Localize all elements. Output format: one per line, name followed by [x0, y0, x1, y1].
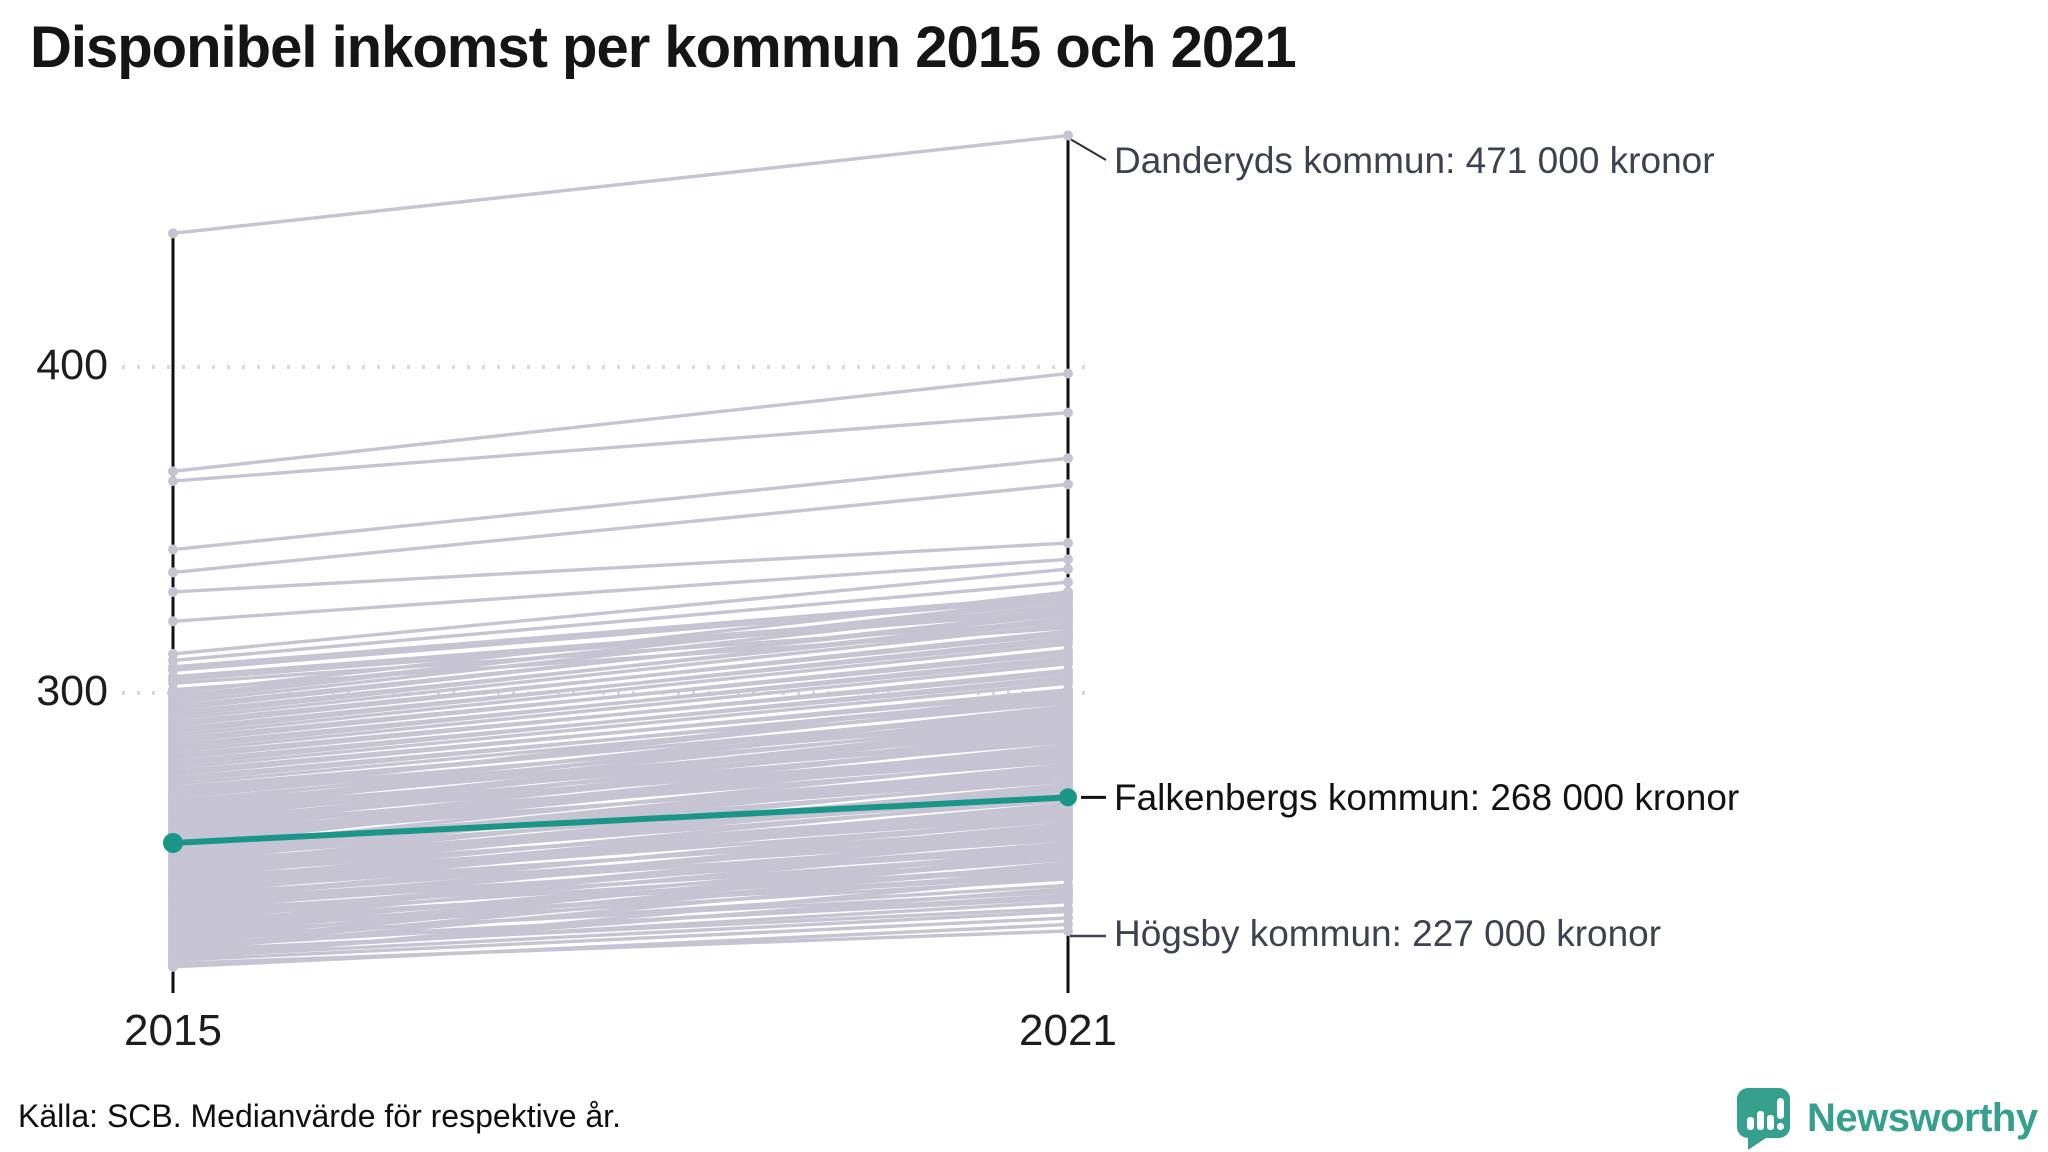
annotation-falkenberg-highlight: Falkenbergs kommun: 268 000 kronor — [1114, 777, 1740, 818]
x-axis-label-2021: 2021 — [1019, 1006, 1117, 1055]
y-axis-tick-label-400: 400 — [36, 341, 108, 389]
y-axis-tick-label-300: 300 — [36, 667, 108, 715]
annotation-hogsby: Högsby kommun: 227 000 kronor — [1114, 913, 1662, 954]
annotation-danderyd: Danderyds kommun: 471 000 kronor — [1114, 140, 1715, 181]
source-note: Källa: SCB. Medianvärde för respektive å… — [18, 1098, 621, 1134]
speech-bubble-bar-chart-icon — [1737, 1088, 1790, 1150]
newsworthy-wordmark: Newsworthy — [1807, 1095, 2038, 1140]
x-axis-label-2015: 2015 — [124, 1006, 222, 1055]
chart-title: Disponibel inkomst per kommun 2015 och 2… — [30, 15, 1297, 80]
newsworthy-logo: Newsworthy — [1735, 1086, 2038, 1150]
